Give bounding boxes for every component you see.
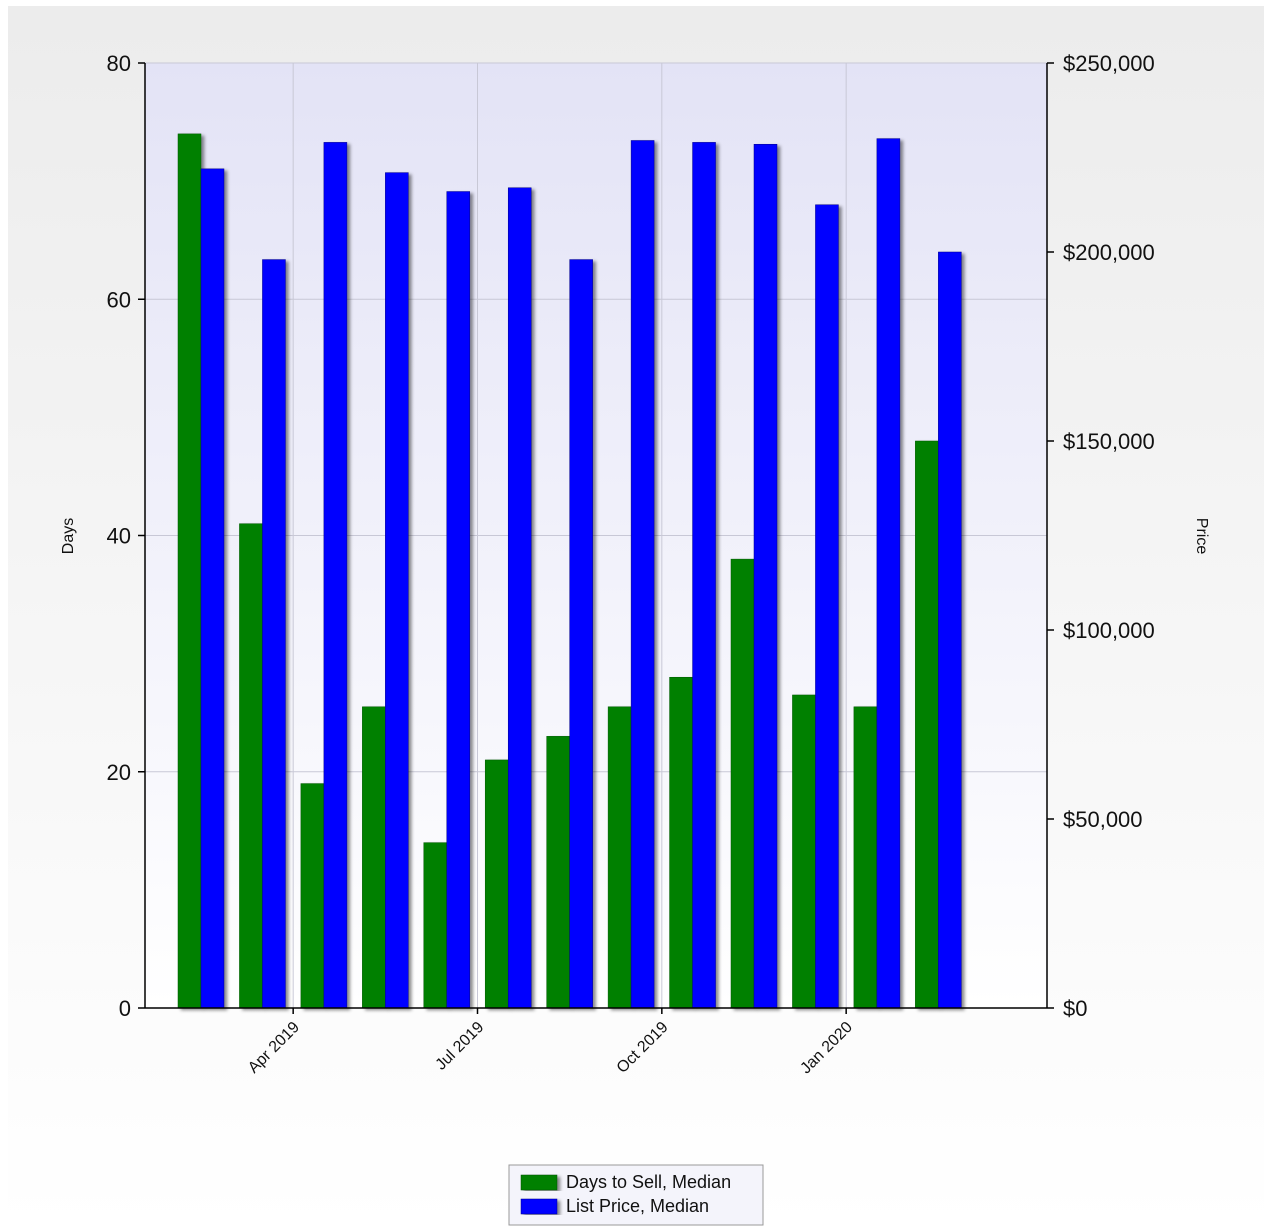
bar-list-price xyxy=(753,144,778,1009)
left-tick-label: 20 xyxy=(107,760,131,785)
right-tick-label: $0 xyxy=(1063,996,1087,1021)
left-axis-ticks: 0 20 40 60 80 xyxy=(107,51,145,1021)
bar-days-to-sell xyxy=(300,783,325,1009)
right-tick-label: $250,000 xyxy=(1063,51,1155,76)
legend-swatch-days xyxy=(520,1174,558,1191)
legend-label-price: List Price, Median xyxy=(566,1196,709,1216)
bar-list-price xyxy=(630,140,655,1009)
right-tick-label: $100,000 xyxy=(1063,618,1155,643)
left-tick-label: 60 xyxy=(107,287,131,312)
left-tick-label: 80 xyxy=(107,51,131,76)
right-tick-label: $50,000 xyxy=(1063,807,1143,832)
legend: Days to Sell, Median List Price, Median xyxy=(508,1164,764,1226)
bar-days-to-sell xyxy=(423,842,448,1009)
bar-list-price xyxy=(446,191,471,1009)
legend-label-days: Days to Sell, Median xyxy=(566,1172,731,1192)
bar-days-to-sell xyxy=(239,523,263,1009)
right-axis-title: Price xyxy=(1193,518,1210,555)
bar-days-to-sell xyxy=(362,706,386,1009)
bar-list-price xyxy=(385,172,409,1009)
bar-days-to-sell xyxy=(669,677,693,1009)
bar-list-price xyxy=(200,168,225,1009)
right-tick-label: $150,000 xyxy=(1063,429,1155,454)
bar-list-price xyxy=(815,204,839,1009)
bar-list-price xyxy=(507,187,532,1009)
left-tick-label: 40 xyxy=(107,524,131,549)
gridlines xyxy=(145,62,1047,1008)
right-tick-label: $200,000 xyxy=(1063,240,1155,265)
bar-days-to-sell xyxy=(546,736,570,1009)
bar-list-price xyxy=(692,142,716,1009)
bar-list-price xyxy=(569,259,593,1009)
bar-list-price xyxy=(323,142,348,1009)
bar-days-to-sell xyxy=(853,706,878,1009)
right-axis-ticks: $0 $50,000 $100,000 $150,000 $200,000 $250,00… xyxy=(1047,51,1155,1021)
bar-days-to-sell xyxy=(792,694,816,1009)
bar-list-price xyxy=(262,259,286,1009)
bar-days-to-sell xyxy=(730,558,755,1009)
left-tick-label: 0 xyxy=(119,996,131,1021)
bar-days-to-sell xyxy=(915,440,939,1009)
bar-list-price xyxy=(876,138,901,1009)
bar-days-to-sell xyxy=(484,759,509,1009)
bars xyxy=(177,133,962,1009)
bar-list-price xyxy=(938,251,962,1009)
bar-days-to-sell xyxy=(177,133,202,1009)
left-axis-title: Days xyxy=(60,518,77,554)
legend-swatch-price xyxy=(520,1198,558,1215)
bar-days-to-sell xyxy=(607,706,632,1009)
